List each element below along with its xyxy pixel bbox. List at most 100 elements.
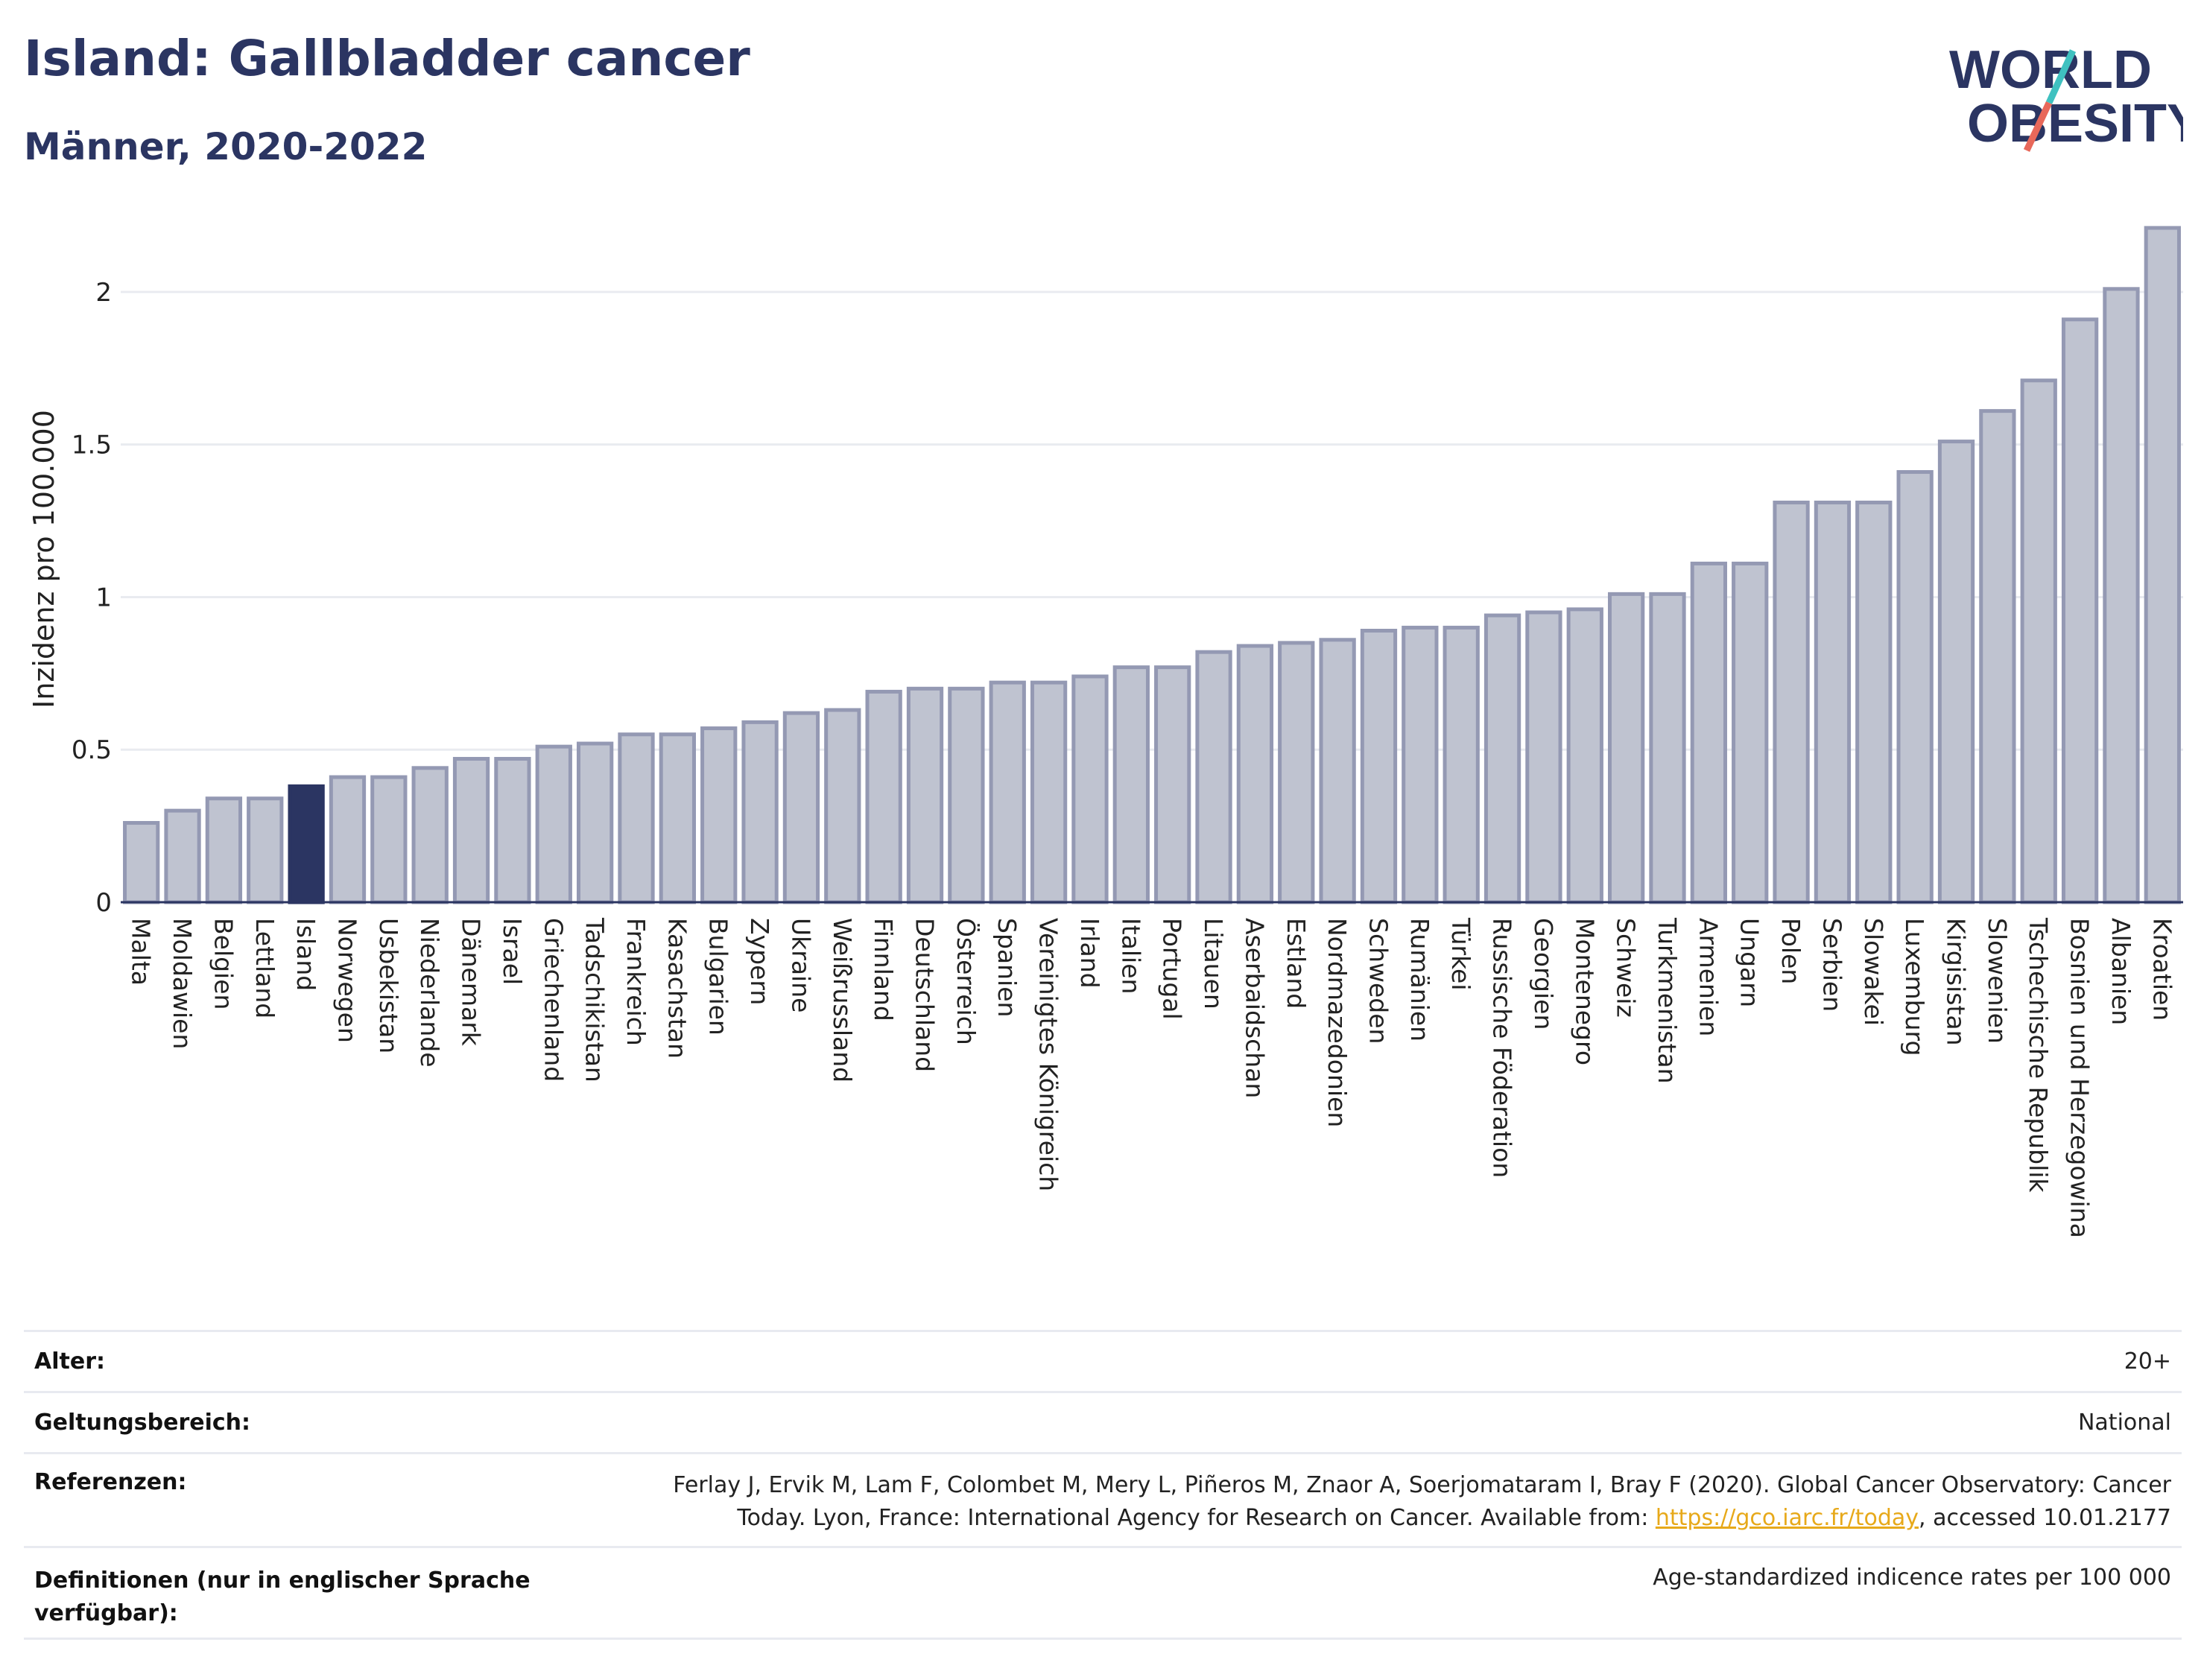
x-tick-label: Aserbaidschan — [1240, 918, 1269, 1098]
x-tick-label: Norwegen — [332, 918, 361, 1043]
y-tick-label: 2 — [95, 278, 112, 308]
x-tick-label: Turkmenistan — [1653, 917, 1682, 1084]
x-tick-label: Armenien — [1694, 918, 1723, 1036]
bar-46[interactable] — [2020, 378, 2057, 904]
y-tick-labels: 0 0.5 1 1.5 2 — [72, 278, 112, 918]
x-tick-label: Serbien — [1817, 918, 1846, 1012]
bar-45[interactable] — [1979, 409, 2016, 904]
x-tick-label: Usbekistan — [374, 918, 403, 1053]
page-title: Island: Gallbladder cancer — [24, 30, 750, 87]
bar-36[interactable] — [1607, 592, 1645, 904]
bar-20[interactable] — [948, 686, 985, 904]
x-tick-label: Deutschland — [911, 918, 940, 1072]
x-tick-label: Malta — [127, 918, 156, 986]
bar-1[interactable] — [164, 808, 201, 904]
bar-4[interactable] — [288, 784, 325, 904]
bar-0[interactable] — [123, 821, 160, 904]
x-tick-label: Russische Föderation — [1488, 918, 1517, 1178]
bar-47[interactable] — [2061, 317, 2099, 904]
bar-48[interactable] — [2103, 287, 2140, 904]
bar-19[interactable] — [906, 686, 944, 904]
bar-14[interactable] — [700, 726, 738, 904]
bar-43[interactable] — [1896, 470, 1934, 904]
x-tick-label: Polen — [1776, 918, 1805, 984]
x-tick-label: Vereinigtes Königreich — [1034, 918, 1063, 1191]
references-value: Ferlay J, Ervik M, Lam F, Colombet M, Me… — [607, 1469, 2182, 1535]
footer-row-scope: Geltungsbereich: National — [24, 1391, 2182, 1452]
x-tick-label: Schweden — [1364, 918, 1393, 1044]
x-tick-label: Kirgisistan — [1942, 918, 1971, 1046]
bar-13[interactable] — [659, 732, 697, 904]
bar-42[interactable] — [1855, 500, 1893, 904]
bar-3[interactable] — [247, 796, 284, 904]
bar-33[interactable] — [1483, 613, 1521, 904]
references-link[interactable]: https://gco.iarc.fr/today — [1655, 1505, 1919, 1531]
bar-25[interactable] — [1154, 665, 1191, 904]
bar-40[interactable] — [1773, 500, 1810, 904]
x-tick-label: Georgien — [1529, 918, 1558, 1030]
x-tick-label: Ungarn — [1735, 918, 1764, 1007]
bar-23[interactable] — [1071, 674, 1109, 904]
bar-44[interactable] — [1937, 440, 1975, 904]
x-tick-label: Israel — [498, 918, 527, 985]
y-tick-label: 0 — [95, 888, 112, 918]
bar-8[interactable] — [452, 757, 490, 904]
x-tick-label: Nordmazedonien — [1323, 918, 1352, 1127]
bar-28[interactable] — [1278, 641, 1315, 904]
page-subtitle: Männer, 2020-2022 — [24, 125, 428, 168]
bar-16[interactable] — [782, 711, 820, 904]
bar-21[interactable] — [989, 680, 1026, 904]
bar-27[interactable] — [1236, 644, 1274, 904]
bar-34[interactable] — [1525, 610, 1562, 904]
bar-5[interactable] — [329, 775, 367, 904]
x-tick-label: Litauen — [1199, 918, 1228, 1009]
x-tick-label: Irland — [1075, 918, 1104, 989]
bar-49[interactable] — [2144, 226, 2181, 904]
bar-chart: 0 0.5 1 1.5 2 Malta Moldawien Belgien Lettland I… — [28, 226, 2183, 1238]
bar-9[interactable] — [494, 757, 531, 904]
x-tick-label: Ukraine — [786, 918, 815, 1012]
bar-37[interactable] — [1649, 592, 1686, 904]
bar-24[interactable] — [1112, 665, 1150, 904]
x-tick-label: Schweiz — [1612, 918, 1641, 1018]
footer-row-age: Alter: 20+ — [24, 1330, 2182, 1391]
scope-label: Geltungsbereich: — [34, 1410, 251, 1436]
bar-29[interactable] — [1319, 638, 1356, 904]
footer-row-definitions: Definitionen (nur in englischer Sprache … — [24, 1546, 2182, 1640]
bar-2[interactable] — [205, 796, 243, 904]
bar-15[interactable] — [741, 720, 779, 904]
bar-7[interactable] — [411, 766, 449, 904]
x-tick-label: Tschechische Republik — [2024, 917, 2053, 1193]
bar-11[interactable] — [576, 741, 614, 904]
y-axis-label: Inzidenz pro 100.000 — [28, 410, 60, 709]
footer-row-references: Referenzen: Ferlay J, Ervik M, Lam F, Co… — [24, 1452, 2182, 1546]
bar-41[interactable] — [1814, 500, 1852, 904]
x-tick-label: Dänemark — [457, 918, 486, 1047]
x-tick-label: Kroatien — [2147, 918, 2176, 1021]
bar-10[interactable] — [535, 744, 572, 904]
bar-22[interactable] — [1030, 680, 1068, 904]
x-tick-label: Spanien — [992, 918, 1022, 1017]
bar-31[interactable] — [1402, 625, 1439, 904]
x-tick-label: Türkei — [1446, 917, 1475, 991]
bar-35[interactable] — [1566, 607, 1603, 904]
bar-12[interactable] — [618, 732, 655, 904]
x-tick-label: Belgien — [209, 918, 238, 1009]
x-tick-label: Slowenien — [1983, 918, 2012, 1044]
x-tick-label: Bosnien und Herzegowina — [2065, 918, 2094, 1238]
bar-6[interactable] — [370, 775, 408, 904]
bar-26[interactable] — [1195, 650, 1232, 904]
bar-38[interactable] — [1690, 561, 1728, 904]
metadata-table: Alter: 20+ Geltungsbereich: National Ref… — [24, 1330, 2182, 1640]
bar-18[interactable] — [865, 689, 902, 904]
x-tick-label: Island — [291, 918, 320, 991]
bar-17[interactable] — [824, 708, 861, 904]
y-tick-label: 1.5 — [72, 431, 112, 460]
definitions-label: Definitionen (nur in englischer Sprache … — [34, 1568, 531, 1626]
x-tick-label: Tadschikistan — [580, 917, 609, 1083]
bar-32[interactable] — [1443, 625, 1480, 904]
bar-39[interactable] — [1732, 561, 1769, 904]
bar-30[interactable] — [1360, 629, 1398, 904]
x-tick-label: Moldawien — [168, 918, 197, 1049]
x-tick-label: Zypern — [745, 918, 774, 1005]
